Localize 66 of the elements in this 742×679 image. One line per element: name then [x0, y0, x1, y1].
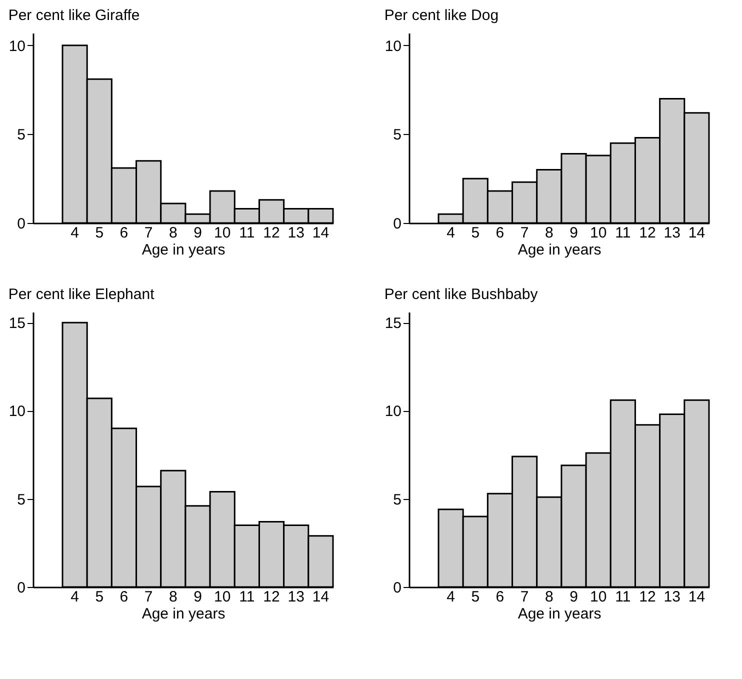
chart-title: Per cent like Giraffe — [8, 7, 140, 24]
x-tick-label: 13 — [288, 224, 304, 242]
x-tick-label: 8 — [168, 588, 178, 606]
x-tick-label: 6 — [120, 224, 128, 242]
x-tick-label: 10 — [214, 588, 231, 606]
x-tick-label: 11 — [615, 588, 631, 606]
x-tick-label: 7 — [520, 588, 529, 606]
y-tick-label: 10 — [8, 403, 26, 420]
x-tick-label: 13 — [664, 588, 680, 606]
x-tick-label: 6 — [496, 224, 504, 242]
chart-title: Per cent like Dog — [384, 7, 499, 24]
x-axis-title: Age in years — [518, 606, 602, 622]
x-tick-label: 4 — [70, 588, 79, 606]
x-tick-label: 9 — [570, 224, 578, 242]
x-tick-label: 9 — [194, 588, 202, 606]
x-axis-title: Age in years — [142, 606, 226, 622]
y-tick-label: 5 — [17, 491, 26, 508]
y-tick-label: 10 — [384, 403, 402, 420]
x-tick-label: 9 — [570, 588, 578, 606]
x-tick-label: 7 — [520, 224, 529, 242]
x-tick-label: 11 — [615, 224, 631, 242]
x-tick-label: 6 — [120, 588, 128, 606]
x-tick-label: 14 — [312, 588, 330, 606]
y-tick-label: 0 — [393, 580, 402, 596]
x-tick-label: 13 — [288, 588, 304, 606]
x-tick-label: 8 — [544, 588, 554, 606]
y-tick-label: 15 — [384, 315, 402, 332]
y-tick-label: 5 — [393, 491, 402, 508]
y-tick-label: 5 — [393, 126, 402, 144]
x-tick-label: 5 — [95, 224, 104, 242]
chart-title: Per cent like Elephant — [8, 286, 156, 303]
x-tick-label: 6 — [496, 588, 504, 606]
x-tick-label: 8 — [168, 224, 178, 242]
x-tick-label: 5 — [95, 588, 104, 606]
x-tick-label: 10 — [590, 224, 607, 242]
x-tick-label: 9 — [194, 224, 202, 242]
y-tick-label: 0 — [17, 216, 26, 232]
x-tick-label: 4 — [446, 588, 455, 606]
x-tick-label: 14 — [688, 224, 706, 242]
x-tick-label: 10 — [590, 588, 607, 606]
x-axis-title: Age in years — [142, 242, 226, 258]
y-tick-label: 5 — [17, 126, 26, 144]
x-tick-label: 10 — [214, 224, 231, 242]
y-tick-label: 10 — [8, 38, 26, 55]
x-tick-label: 12 — [639, 588, 656, 606]
x-tick-label: 5 — [471, 224, 480, 242]
x-tick-label: 12 — [263, 588, 280, 606]
y-tick-label: 10 — [384, 38, 402, 55]
chart-title: Per cent like Bushbaby — [384, 286, 538, 303]
x-tick-label: 11 — [239, 588, 255, 606]
x-tick-label: 8 — [544, 224, 554, 242]
y-tick-label: 0 — [17, 580, 26, 596]
x-tick-label: 4 — [70, 224, 79, 242]
x-tick-label: 14 — [312, 224, 330, 242]
y-tick-label: 0 — [393, 216, 402, 232]
x-tick-label: 5 — [471, 588, 480, 606]
x-tick-label: 13 — [664, 224, 680, 242]
x-tick-label: 12 — [263, 224, 280, 242]
y-tick-label: 15 — [8, 315, 26, 332]
x-axis-title: Age in years — [518, 242, 602, 258]
x-tick-label: 7 — [144, 588, 153, 606]
x-tick-label: 12 — [639, 224, 656, 242]
x-tick-label: 11 — [239, 224, 255, 242]
x-tick-label: 14 — [688, 588, 706, 606]
x-tick-label: 7 — [144, 224, 153, 242]
x-tick-label: 4 — [446, 224, 455, 242]
